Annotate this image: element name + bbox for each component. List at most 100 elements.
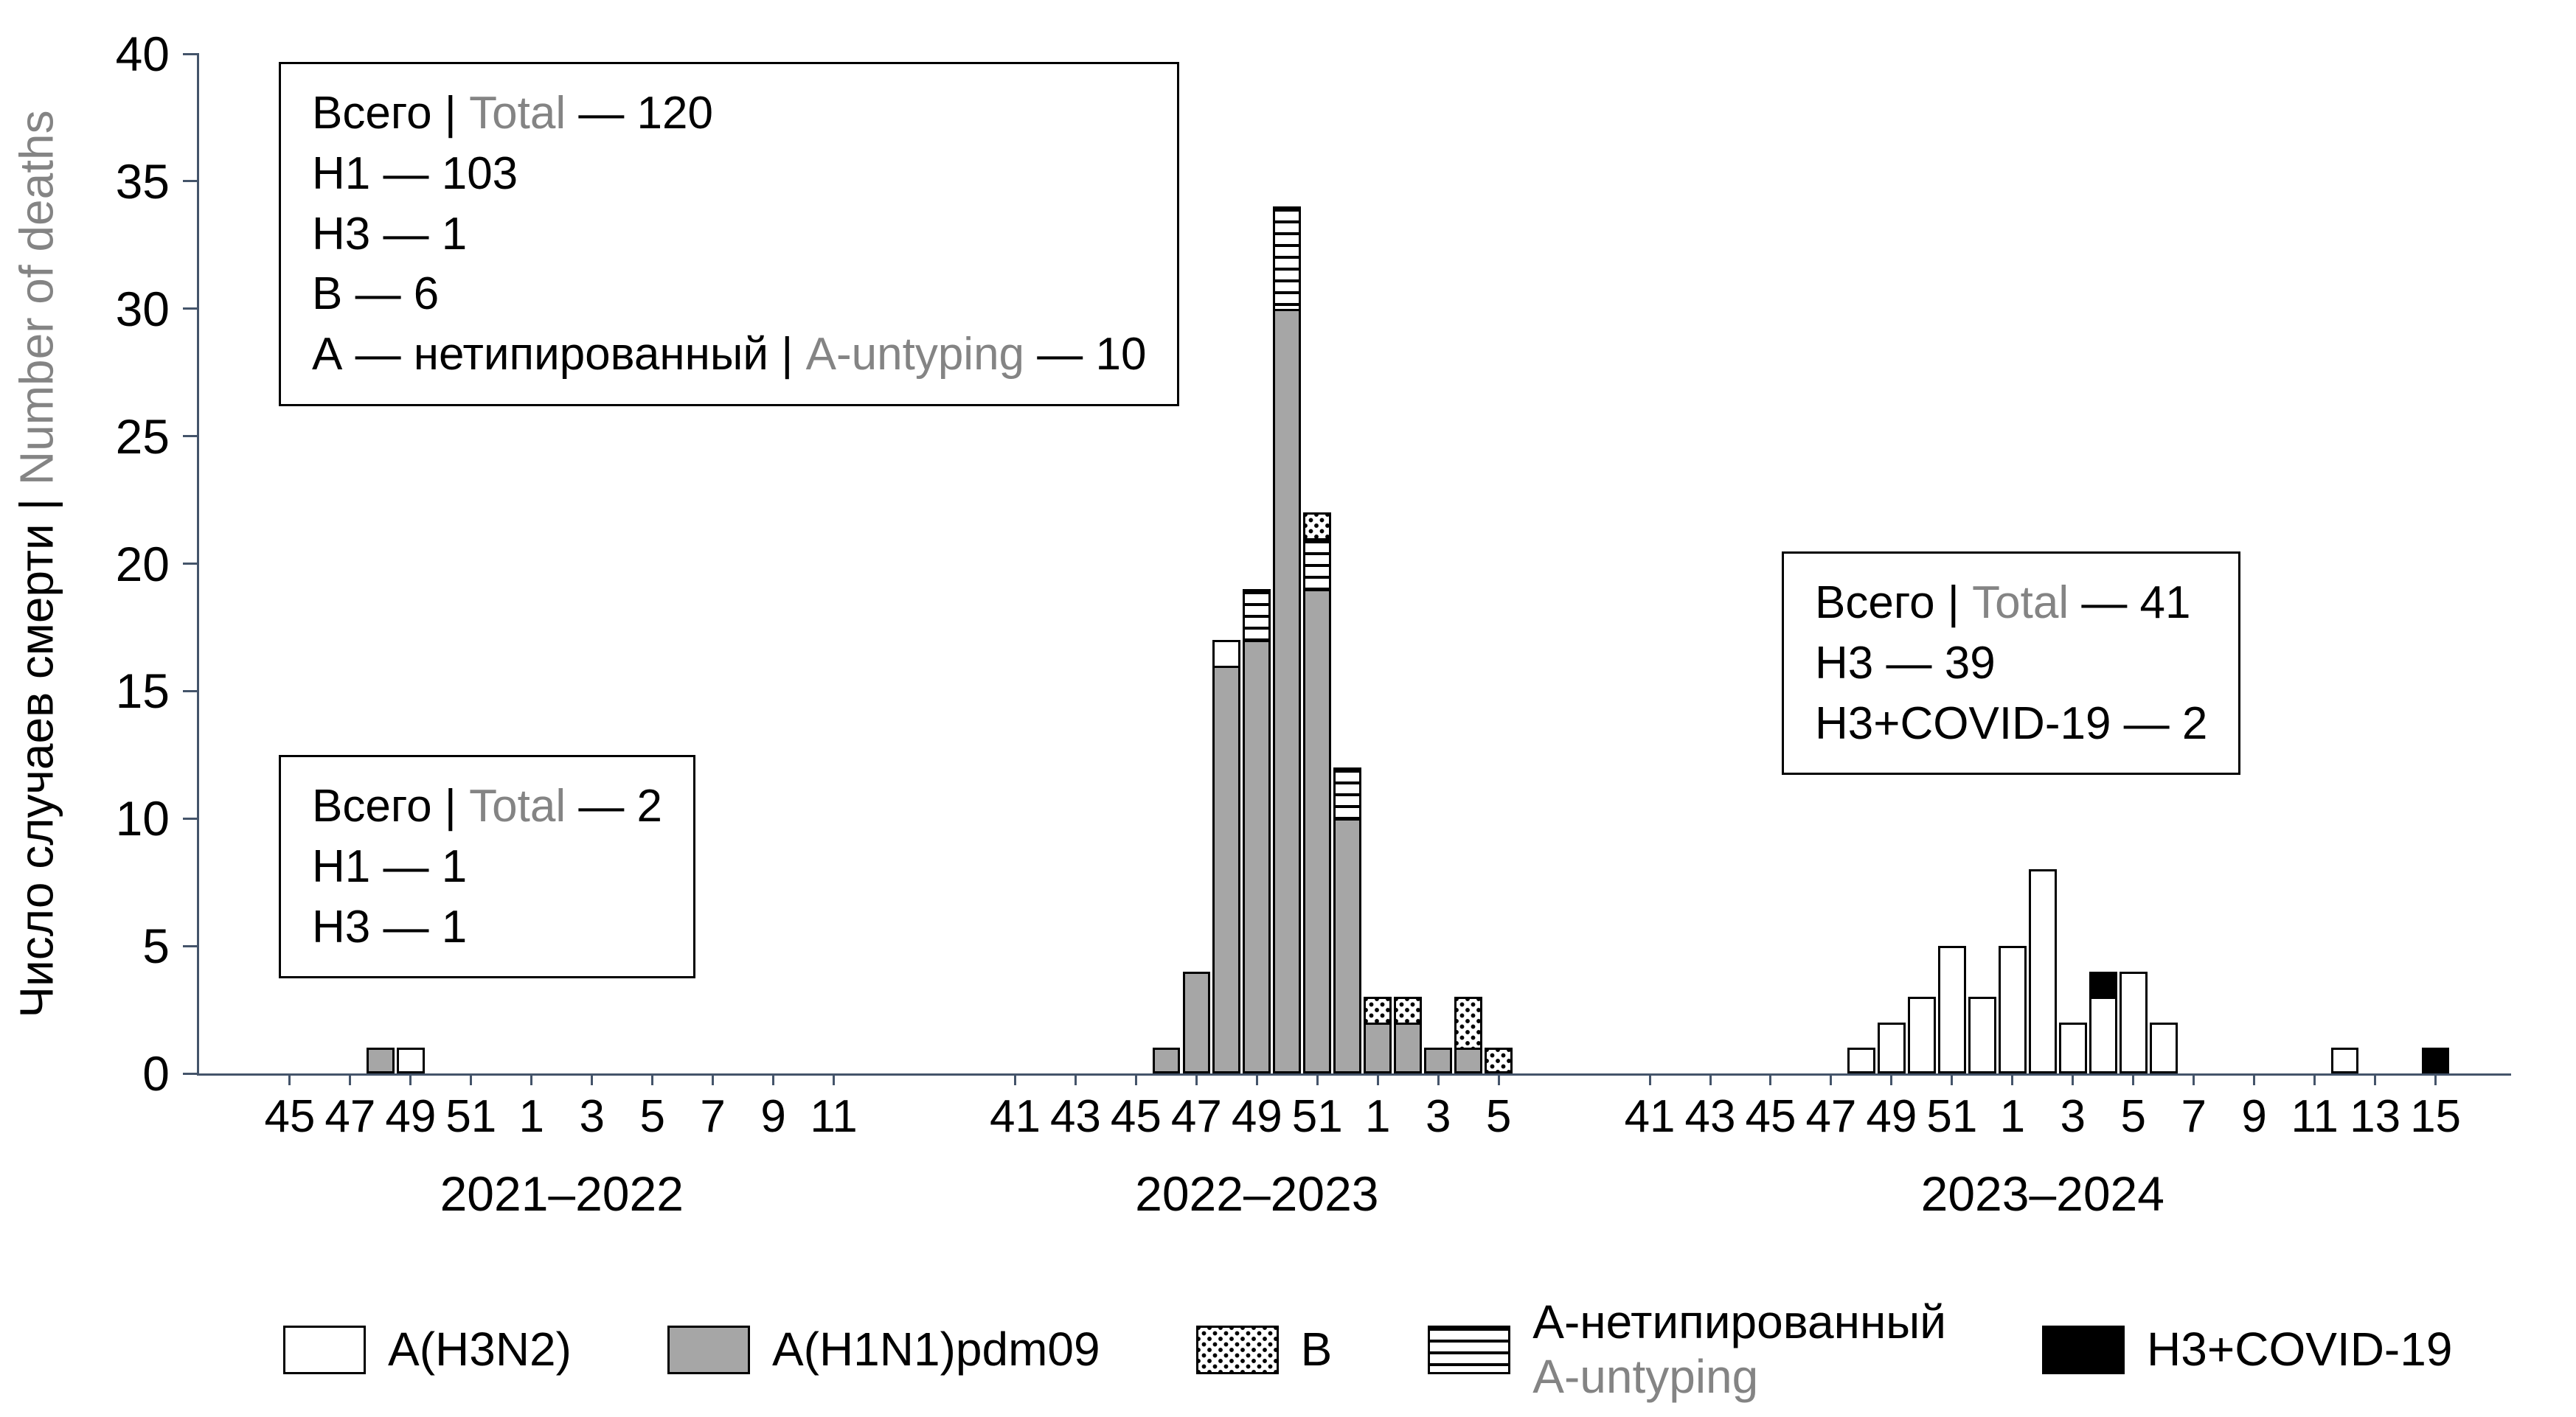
bar-2022-2023-w49-a-unt xyxy=(1243,589,1271,643)
x-tick-label: 45 xyxy=(1110,1091,1162,1142)
y-tick-label: 10 xyxy=(115,791,170,846)
legend-label-h3n2: A(H3N2) xyxy=(388,1323,572,1377)
x-tick-label: 5 xyxy=(639,1091,665,1142)
x-tick-mark xyxy=(1255,1073,1258,1085)
y-tick-label: 0 xyxy=(142,1046,170,1101)
legend-label-a-unt: А-нетипированный A-untyping xyxy=(1532,1295,1946,1404)
x-tick-label: 11 xyxy=(2291,1091,2339,1142)
x-tick-label: 15 xyxy=(2410,1091,2462,1142)
y-tick-mark xyxy=(183,944,199,947)
x-tick-label: 49 xyxy=(1866,1091,1917,1142)
legend-swatch-gray-icon xyxy=(667,1326,750,1374)
y-tick-label: 35 xyxy=(115,153,170,209)
x-tick-mark xyxy=(833,1073,836,1085)
text-run: Всего | xyxy=(312,781,470,832)
muted-text-run: A-untyping xyxy=(1532,1350,1759,1403)
text-run: A(H1N1)pdm09 xyxy=(771,1323,1100,1376)
x-tick-label: 47 xyxy=(324,1091,376,1142)
x-tick-label: 45 xyxy=(264,1091,316,1142)
x-tick-mark xyxy=(2253,1073,2256,1085)
y-tick-label: 5 xyxy=(142,919,170,974)
bar-2023-2024-w5-h3n2 xyxy=(2119,971,2148,1073)
text-run: H3 — 1 xyxy=(312,901,468,953)
x-tick-label: 49 xyxy=(1231,1091,1282,1142)
season-label-2023-2024: 2023–2024 xyxy=(1920,1166,2164,1221)
x-tick-mark xyxy=(1376,1073,1379,1085)
muted-text-run: A-untyping xyxy=(805,329,1025,380)
text-run: H3 — 1 xyxy=(312,208,468,260)
bar-2022-2023-w51-b xyxy=(1303,512,1332,540)
x-tick-label: 3 xyxy=(1425,1091,1451,1142)
bar-2023-2024-w48-h3n2 xyxy=(1847,1048,1875,1073)
legend: A(H3N2) A(H1N1)pdm09 B А-нетипированный A-un… xyxy=(283,1295,2452,1405)
bar-2022-2023-w46-h1n1 xyxy=(1152,1048,1181,1073)
x-tick-label: 43 xyxy=(1049,1091,1101,1142)
x-tick-mark xyxy=(1134,1073,1137,1085)
y-tick-mark xyxy=(183,817,199,820)
annotation-line: H3 — 1 xyxy=(312,897,662,958)
x-tick-mark xyxy=(651,1073,654,1085)
text-run: — 2 xyxy=(566,781,663,832)
legend-item-h3covid: H3+COVID-19 xyxy=(2042,1323,2452,1377)
text-run: А-нетипированный xyxy=(1532,1295,1947,1349)
annotation-line: Всего | Total — 2 xyxy=(312,776,662,837)
text-run: H3+COVID-19 xyxy=(2147,1323,2453,1376)
annotation-line: Всего | Total — 120 xyxy=(312,83,1146,144)
x-tick-label: 7 xyxy=(700,1091,726,1142)
legend-label-line: A-untyping xyxy=(1532,1350,1946,1404)
x-tick-label: 41 xyxy=(1624,1091,1676,1142)
text-run: — 120 xyxy=(566,88,713,139)
bar-2022-2023-w1-h1n1 xyxy=(1364,1022,1392,1073)
text-run: A(H3N2) xyxy=(388,1323,572,1376)
x-tick-label: 45 xyxy=(1745,1091,1796,1142)
legend-swatch-black-icon xyxy=(2042,1326,2125,1374)
bar-2022-2023-w52-a-unt xyxy=(1333,767,1362,821)
text-run: H3 — 39 xyxy=(1815,637,1996,689)
bar-2021-2022-w48-h1n1 xyxy=(367,1048,395,1073)
x-tick-label: 13 xyxy=(2350,1091,2401,1142)
x-tick-mark xyxy=(1195,1073,1198,1085)
x-tick-mark xyxy=(591,1073,594,1085)
x-tick-label: 51 xyxy=(445,1091,497,1142)
legend-label-line: B xyxy=(1301,1323,1333,1377)
text-run: H1 — 1 xyxy=(312,840,468,892)
bar-2022-2023-w1-b xyxy=(1364,997,1392,1025)
annotation-line: B — 6 xyxy=(312,264,1146,324)
x-tick-mark xyxy=(1648,1073,1651,1085)
x-tick-label: 1 xyxy=(1364,1091,1391,1142)
x-tick-label: 47 xyxy=(1805,1091,1857,1142)
season-label-2022-2023: 2022–2023 xyxy=(1135,1166,1379,1221)
x-tick-mark xyxy=(1437,1073,1440,1085)
bar-2022-2023-w49-h1n1 xyxy=(1243,640,1271,1073)
x-tick-mark xyxy=(349,1073,352,1085)
text-run: B — 6 xyxy=(312,268,440,320)
x-tick-mark xyxy=(1951,1073,1954,1085)
x-tick-mark xyxy=(2374,1073,2377,1085)
bar-2023-2024-w6-h3n2 xyxy=(2149,1022,2178,1073)
x-tick-label: 9 xyxy=(760,1091,786,1142)
x-tick-mark xyxy=(2313,1073,2316,1085)
x-tick-mark xyxy=(2011,1073,2014,1085)
x-tick-mark xyxy=(2434,1073,2437,1085)
x-tick-mark xyxy=(1316,1073,1319,1085)
x-tick-mark xyxy=(2072,1073,2075,1085)
x-tick-label: 3 xyxy=(2060,1091,2086,1142)
x-tick-label: 11 xyxy=(810,1091,858,1142)
y-axis-line xyxy=(197,54,199,1076)
legend-swatch-white-icon xyxy=(283,1326,366,1374)
y-tick-label: 30 xyxy=(115,281,170,336)
annotation-season-2023-2024-totals: Всего | Total — 41 H3 — 39 H3+COVID-19 — 2 xyxy=(1782,551,2241,776)
text-run: H3+COVID-19 — 2 xyxy=(1815,697,2208,749)
legend-item-a-unt: А-нетипированный A-untyping xyxy=(1428,1295,1946,1404)
bar-2022-2023-w2-b xyxy=(1394,997,1423,1025)
legend-label-h3covid: H3+COVID-19 xyxy=(2147,1323,2452,1377)
x-tick-mark xyxy=(1074,1073,1077,1085)
legend-label-line: A(H1N1)pdm09 xyxy=(772,1323,1100,1377)
bar-2023-2024-w12-h3n2 xyxy=(2330,1048,2359,1073)
x-tick-mark xyxy=(1013,1073,1016,1085)
legend-label-line: А-нетипированный xyxy=(1532,1295,1946,1350)
x-tick-mark xyxy=(1497,1073,1500,1085)
text-run: Всего | xyxy=(312,88,470,139)
x-tick-label: 49 xyxy=(385,1091,437,1142)
